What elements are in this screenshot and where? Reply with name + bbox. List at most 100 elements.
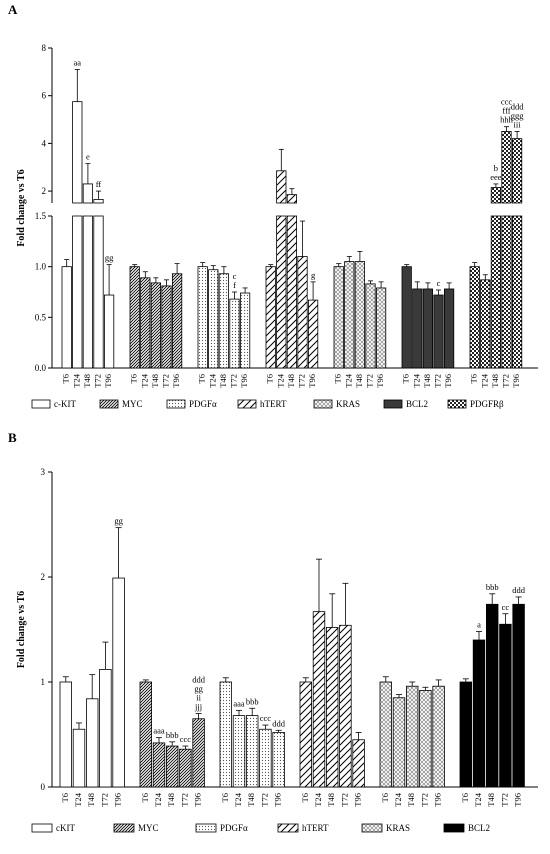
bar — [392, 697, 406, 788]
legend-label: KRAS — [386, 823, 410, 833]
category-label: T6 — [140, 793, 150, 802]
bar — [72, 728, 86, 788]
significance-label: hhh — [500, 115, 514, 125]
bar — [61, 266, 72, 369]
bar — [297, 256, 308, 369]
significance-label: b — [494, 163, 498, 173]
significance-label: bbb — [246, 696, 259, 706]
legend-swatch — [31, 823, 53, 833]
category-label: T72 — [99, 793, 109, 807]
category-label: T72 — [501, 374, 511, 388]
series-pdgf: T6 T24 T48 cf T72 T96 — [197, 262, 251, 388]
significance-label: bbb — [166, 730, 179, 740]
panel-letter-b: B — [8, 430, 17, 445]
significance-label: ddd — [512, 585, 526, 595]
bar — [352, 739, 365, 788]
category-label: T72 — [93, 374, 103, 388]
category-label: T96 — [307, 374, 317, 388]
legend: cKIT MYC PDGFα hTERT KRAS BCL2 — [31, 823, 490, 833]
legend-label: hTERT — [260, 399, 287, 409]
legend-swatch — [361, 823, 383, 833]
category-label: T48 — [86, 793, 96, 807]
significance-label: f — [233, 280, 236, 290]
significance-label: ccc — [180, 734, 192, 744]
significance-label: gg — [114, 516, 123, 526]
y-tick-label: 1 — [41, 677, 46, 687]
bar — [459, 681, 473, 788]
category-label: T48 — [486, 793, 496, 807]
legend-swatch — [166, 399, 186, 409]
category-label: T96 — [193, 793, 203, 807]
category-label: T96 — [113, 793, 123, 807]
bar — [259, 728, 272, 788]
bar — [501, 131, 512, 204]
category-label: T48 — [246, 793, 256, 807]
category-label: T24 — [343, 373, 353, 387]
legend-swatch — [313, 399, 333, 409]
category-label: T72 — [433, 374, 443, 388]
bar — [422, 288, 434, 369]
y-tick-label: 1.0 — [35, 262, 47, 272]
bar — [501, 215, 512, 369]
category-label: T6 — [300, 793, 310, 802]
category-label: T72 — [499, 793, 509, 807]
bar — [192, 718, 205, 788]
category-label: T6 — [197, 374, 207, 383]
bar — [443, 288, 455, 369]
significance-label: ddd — [192, 675, 206, 685]
significance-label: c — [233, 271, 237, 281]
significance-label: iii — [514, 119, 522, 129]
bar — [152, 742, 166, 788]
bar — [480, 279, 491, 369]
y-tick-label: 2 — [41, 572, 46, 582]
category-label: T96 — [443, 374, 453, 388]
bar — [379, 681, 393, 788]
bar — [433, 294, 444, 369]
legend-label: PDGFRβ — [470, 399, 504, 409]
bar — [112, 577, 125, 788]
category-label: T24 — [207, 373, 217, 387]
bar — [129, 266, 140, 369]
category-label: T48 — [218, 374, 228, 388]
category-label: T48 — [326, 793, 336, 807]
bar — [139, 681, 153, 788]
bar — [472, 639, 486, 788]
bar — [179, 748, 192, 788]
series-bcl2: T6 T24 T48 c T72 T96 — [401, 264, 455, 388]
legend-swatch — [383, 399, 403, 409]
category-label: T96 — [239, 374, 249, 388]
category-label: T48 — [286, 374, 296, 388]
bar — [485, 603, 499, 788]
bar — [239, 292, 251, 369]
series-ckit: T6 T24 T48 T72 gg T96 — [59, 516, 125, 807]
bar — [197, 266, 208, 369]
category-label: T24 — [71, 373, 81, 387]
category-label: T72 — [339, 793, 349, 807]
bar — [219, 681, 233, 788]
bar — [276, 170, 287, 204]
y-tick-label: 0.0 — [35, 363, 47, 373]
bar — [232, 715, 246, 788]
legend-swatch — [99, 399, 119, 409]
bar — [165, 745, 179, 788]
y-tick-label: 0 — [41, 782, 46, 792]
category-label: T24 — [411, 373, 421, 387]
legend-swatch — [237, 399, 257, 409]
category-label: T96 — [433, 793, 443, 807]
series-kras: T6 T24 T48 T72 T96 — [379, 676, 445, 807]
category-label: T24 — [233, 792, 243, 806]
bar — [150, 282, 161, 369]
bar — [339, 624, 352, 788]
bar — [161, 285, 172, 369]
significance-label: e — [86, 152, 90, 162]
legend-label: c-KIT — [54, 399, 76, 409]
bar — [171, 273, 183, 369]
significance-label: aa — [74, 57, 82, 67]
y-axis-title: Fold change vs T6 — [16, 169, 27, 246]
category-label: T6 — [460, 793, 470, 802]
legend-label: BCL2 — [468, 823, 490, 833]
category-label: T24 — [73, 792, 83, 806]
bar — [72, 101, 83, 204]
category-label: T24 — [473, 792, 483, 806]
category-label: T48 — [82, 374, 92, 388]
